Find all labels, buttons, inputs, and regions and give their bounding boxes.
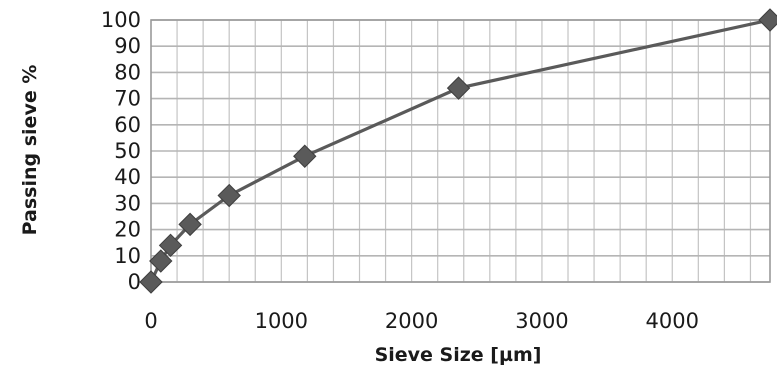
- marker-group: [139, 8, 777, 294]
- x-tick-labels: 0 1000 2000 3000 4000: [144, 309, 699, 333]
- y-tick-label: 100: [101, 8, 141, 32]
- x-axis-title: Sieve Size [µm]: [375, 344, 542, 366]
- data-point-marker: [158, 233, 183, 258]
- data-point-marker: [758, 8, 777, 32]
- y-tick-label: 60: [114, 113, 141, 137]
- y-tick-label: 20: [114, 218, 141, 242]
- y-tick-label: 0: [128, 270, 141, 294]
- y-axis-title: Passing sieve %: [19, 65, 41, 236]
- plot-area-border: [150, 19, 771, 283]
- data-point-marker: [446, 76, 471, 100]
- data-point-marker: [149, 249, 173, 273]
- data-point-marker: [139, 270, 163, 294]
- x-tick-label: 2000: [385, 309, 438, 333]
- data-point-marker: [293, 144, 317, 168]
- data-point-marker: [217, 183, 241, 208]
- y-tick-label: 10: [114, 244, 141, 268]
- y-tick-label: 80: [114, 60, 141, 84]
- grid: [150, 19, 771, 283]
- y-tick-label: 50: [114, 139, 141, 163]
- x-tick-label: 1000: [255, 309, 308, 333]
- x-tick-label: 4000: [646, 309, 699, 333]
- data-point-marker: [178, 212, 202, 237]
- y-tick-label: 40: [114, 165, 141, 189]
- y-tick-label: 90: [114, 34, 141, 58]
- y-tick-label: 30: [114, 191, 141, 215]
- x-tick-label: 3000: [515, 309, 568, 333]
- x-tick-label: 0: [144, 309, 157, 333]
- y-tick-label: 70: [114, 87, 141, 111]
